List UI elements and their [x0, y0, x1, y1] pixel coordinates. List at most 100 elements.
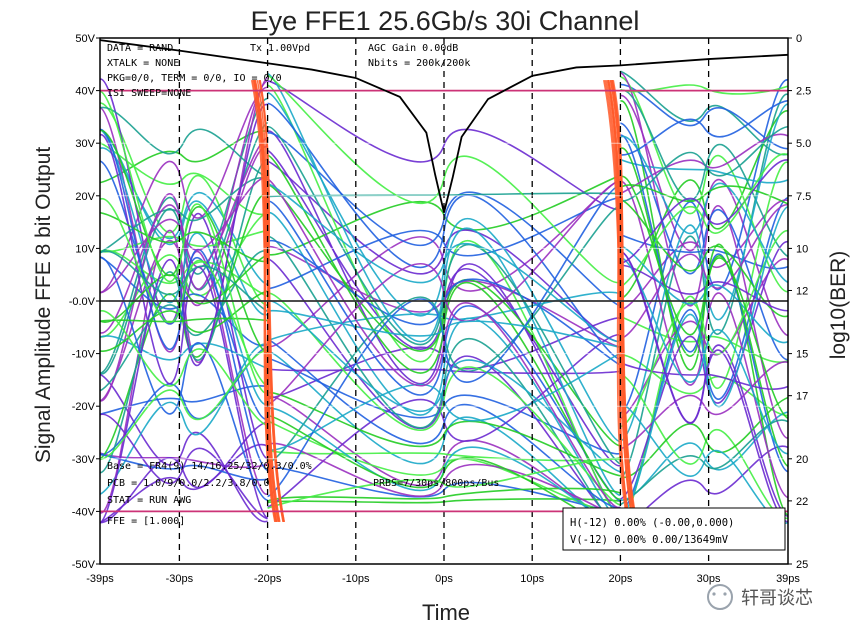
eye-trace-113: [620, 99, 788, 156]
annotation-group: DATA = RAND XTALK = NONE PKG=0/0, TERM =…: [107, 43, 499, 527]
y2-tick-label-1: 2.5: [796, 86, 811, 98]
x-tick-label-2: -20ps: [254, 573, 282, 585]
eye-trace-146: [620, 250, 788, 523]
y-tick-label-7: -20V: [72, 401, 96, 413]
y-tick-label-6: -10V: [72, 349, 96, 361]
eye-trace-101: [620, 135, 788, 284]
eye-trace-95: [620, 204, 788, 340]
wechat-icon-eye-left: [712, 592, 716, 596]
annotation-bottom-left-1: Base = FR4(9) 14/16.25/32/0.3/0.0%: [107, 461, 312, 472]
eye-trace-89: [620, 361, 788, 450]
y2-tick-label-9: 22: [796, 496, 808, 508]
eye-trace-34: [267, 212, 621, 524]
y2-tick-label-0: 0: [796, 33, 802, 45]
x-tick-label-6: 20ps: [608, 573, 632, 585]
eye-trace-114: [100, 128, 269, 472]
eye-trace-139: [267, 178, 621, 509]
eye-trace-25: [267, 449, 621, 462]
annotation-bottom-left-3: STAT = RUN AWG: [107, 495, 191, 506]
x-tick-label-5: 10ps: [520, 573, 544, 585]
wechat-icon: [707, 584, 733, 610]
eye-trace-71: [620, 147, 788, 468]
legend-line-vertical: V(-12) 0.00% 0.00/13649mV: [570, 534, 729, 546]
y2-tick-label-2: 5.0: [796, 138, 811, 150]
eye-trace-84: [100, 128, 268, 406]
eye-trace-14: [620, 445, 788, 530]
x-axis-label: Time: [422, 600, 470, 625]
y2-tick-label-4: 10: [796, 243, 808, 255]
eye-trace-87: [100, 177, 268, 254]
y-tick-label-3: 20V: [75, 191, 95, 203]
y2-axis-label: log10(BER): [827, 251, 850, 360]
annotation-top-left-4: ISI SWEEP=NONE: [107, 88, 191, 99]
y-tick-label-2: 30V: [75, 138, 95, 150]
legend-box-frame: [562, 507, 786, 551]
eye-trace-129: [100, 176, 268, 294]
y2-tick-label-8: 20: [796, 454, 808, 466]
eye-trace-140: [620, 159, 788, 265]
eye-trace-57: [100, 343, 268, 496]
eye-trace-77: [620, 89, 788, 258]
eye-trace-132: [100, 317, 268, 323]
eye-trace-43: [267, 80, 621, 211]
eye-trace-145: [267, 457, 621, 509]
eye-trace-55: [267, 204, 621, 463]
eye-trace-137: [620, 125, 788, 202]
eye-trace-56: [620, 158, 788, 184]
eye-trace-143: [619, 153, 788, 288]
legend-line-horizontal: H(-12) 0.00% (-0.00,0.000): [570, 517, 734, 529]
y-tick-label-5: -0.0V: [69, 296, 96, 308]
eye-trace-79: [267, 196, 621, 290]
y-tick-label-8: -30V: [72, 454, 96, 466]
eye-trace-131: [620, 401, 788, 524]
x-tick-label-1: -30ps: [166, 573, 194, 585]
eye-trace-102: [100, 253, 268, 323]
annotation-top-right-2: Nbits = 200k/200k: [368, 58, 470, 69]
annotation-ffe: FFE = [1.000]: [107, 516, 185, 527]
eye-trace-53: [620, 373, 788, 519]
y-tick-label-10: -50V: [72, 559, 96, 571]
eye-trace-149: [620, 175, 788, 420]
y2-tick-label-3: 7.5: [796, 191, 811, 203]
eye-trace-51: [100, 373, 268, 523]
eye-trace-141: [100, 90, 268, 394]
y2-tick-label-10: 25: [796, 559, 808, 571]
eye-trace-126: [100, 256, 268, 502]
annotation-top-mid: Tx 1.00Vpd: [250, 43, 310, 54]
y2-tick-label-5: 12: [796, 285, 808, 297]
annotation-top-left-2: XTALK = NONE: [107, 58, 179, 69]
eye-trace-5: [619, 93, 788, 479]
eye-trace-41: [620, 411, 788, 501]
eye-trace-120: [100, 103, 268, 524]
eye-trace-144: [100, 349, 268, 461]
x-tick-label-0: -39ps: [86, 573, 114, 585]
x-tick-label-7: 30ps: [697, 573, 721, 585]
eye-trace-92: [620, 180, 788, 499]
eye-trace-147: [100, 250, 268, 313]
x-tick-label-4: 0ps: [435, 573, 453, 585]
y-tick-label-9: -40V: [72, 506, 96, 518]
y-tick-label-4: 10V: [75, 243, 95, 255]
eye-trace-135: [100, 310, 268, 427]
bathtub-layer: [99, 39, 789, 213]
bathtub-curve: [99, 39, 789, 213]
annotation-top-left-1: DATA = RAND: [107, 43, 173, 54]
eye-trace-20: [620, 94, 788, 337]
annotation-top-left-3: PKG=0/0, TERM = 0/0, IO = 0/0: [107, 73, 282, 84]
y-tick-label-0: 50V: [75, 33, 95, 45]
tick-labels-layer: -39ps -30ps -20ps -10ps 0ps 10ps 20ps 30ps 39ps 5…: [69, 33, 812, 585]
eye-trace-69: [100, 86, 268, 294]
annotation-top-right-1: AGC Gain 0.00dB: [368, 43, 458, 54]
x-tick-label-8: 39ps: [776, 573, 800, 585]
y2-tick-label-6: 15: [796, 349, 808, 361]
y-tick-label-1: 40V: [75, 86, 95, 98]
y-axis-label: Signal Amplitude FFE 8 bit Output: [32, 147, 55, 463]
eye-trace-108: [100, 106, 268, 178]
eye-trace-39: [100, 102, 268, 307]
eye-trace-47: [620, 110, 788, 300]
eye-trace-70: [267, 420, 621, 513]
eye-trace-121: [267, 74, 621, 284]
eye-trace-72: [100, 134, 269, 519]
annotation-bottom-left-2: PCB = 1.0/9/0.0/2.2/3.8/0.0: [107, 478, 270, 489]
